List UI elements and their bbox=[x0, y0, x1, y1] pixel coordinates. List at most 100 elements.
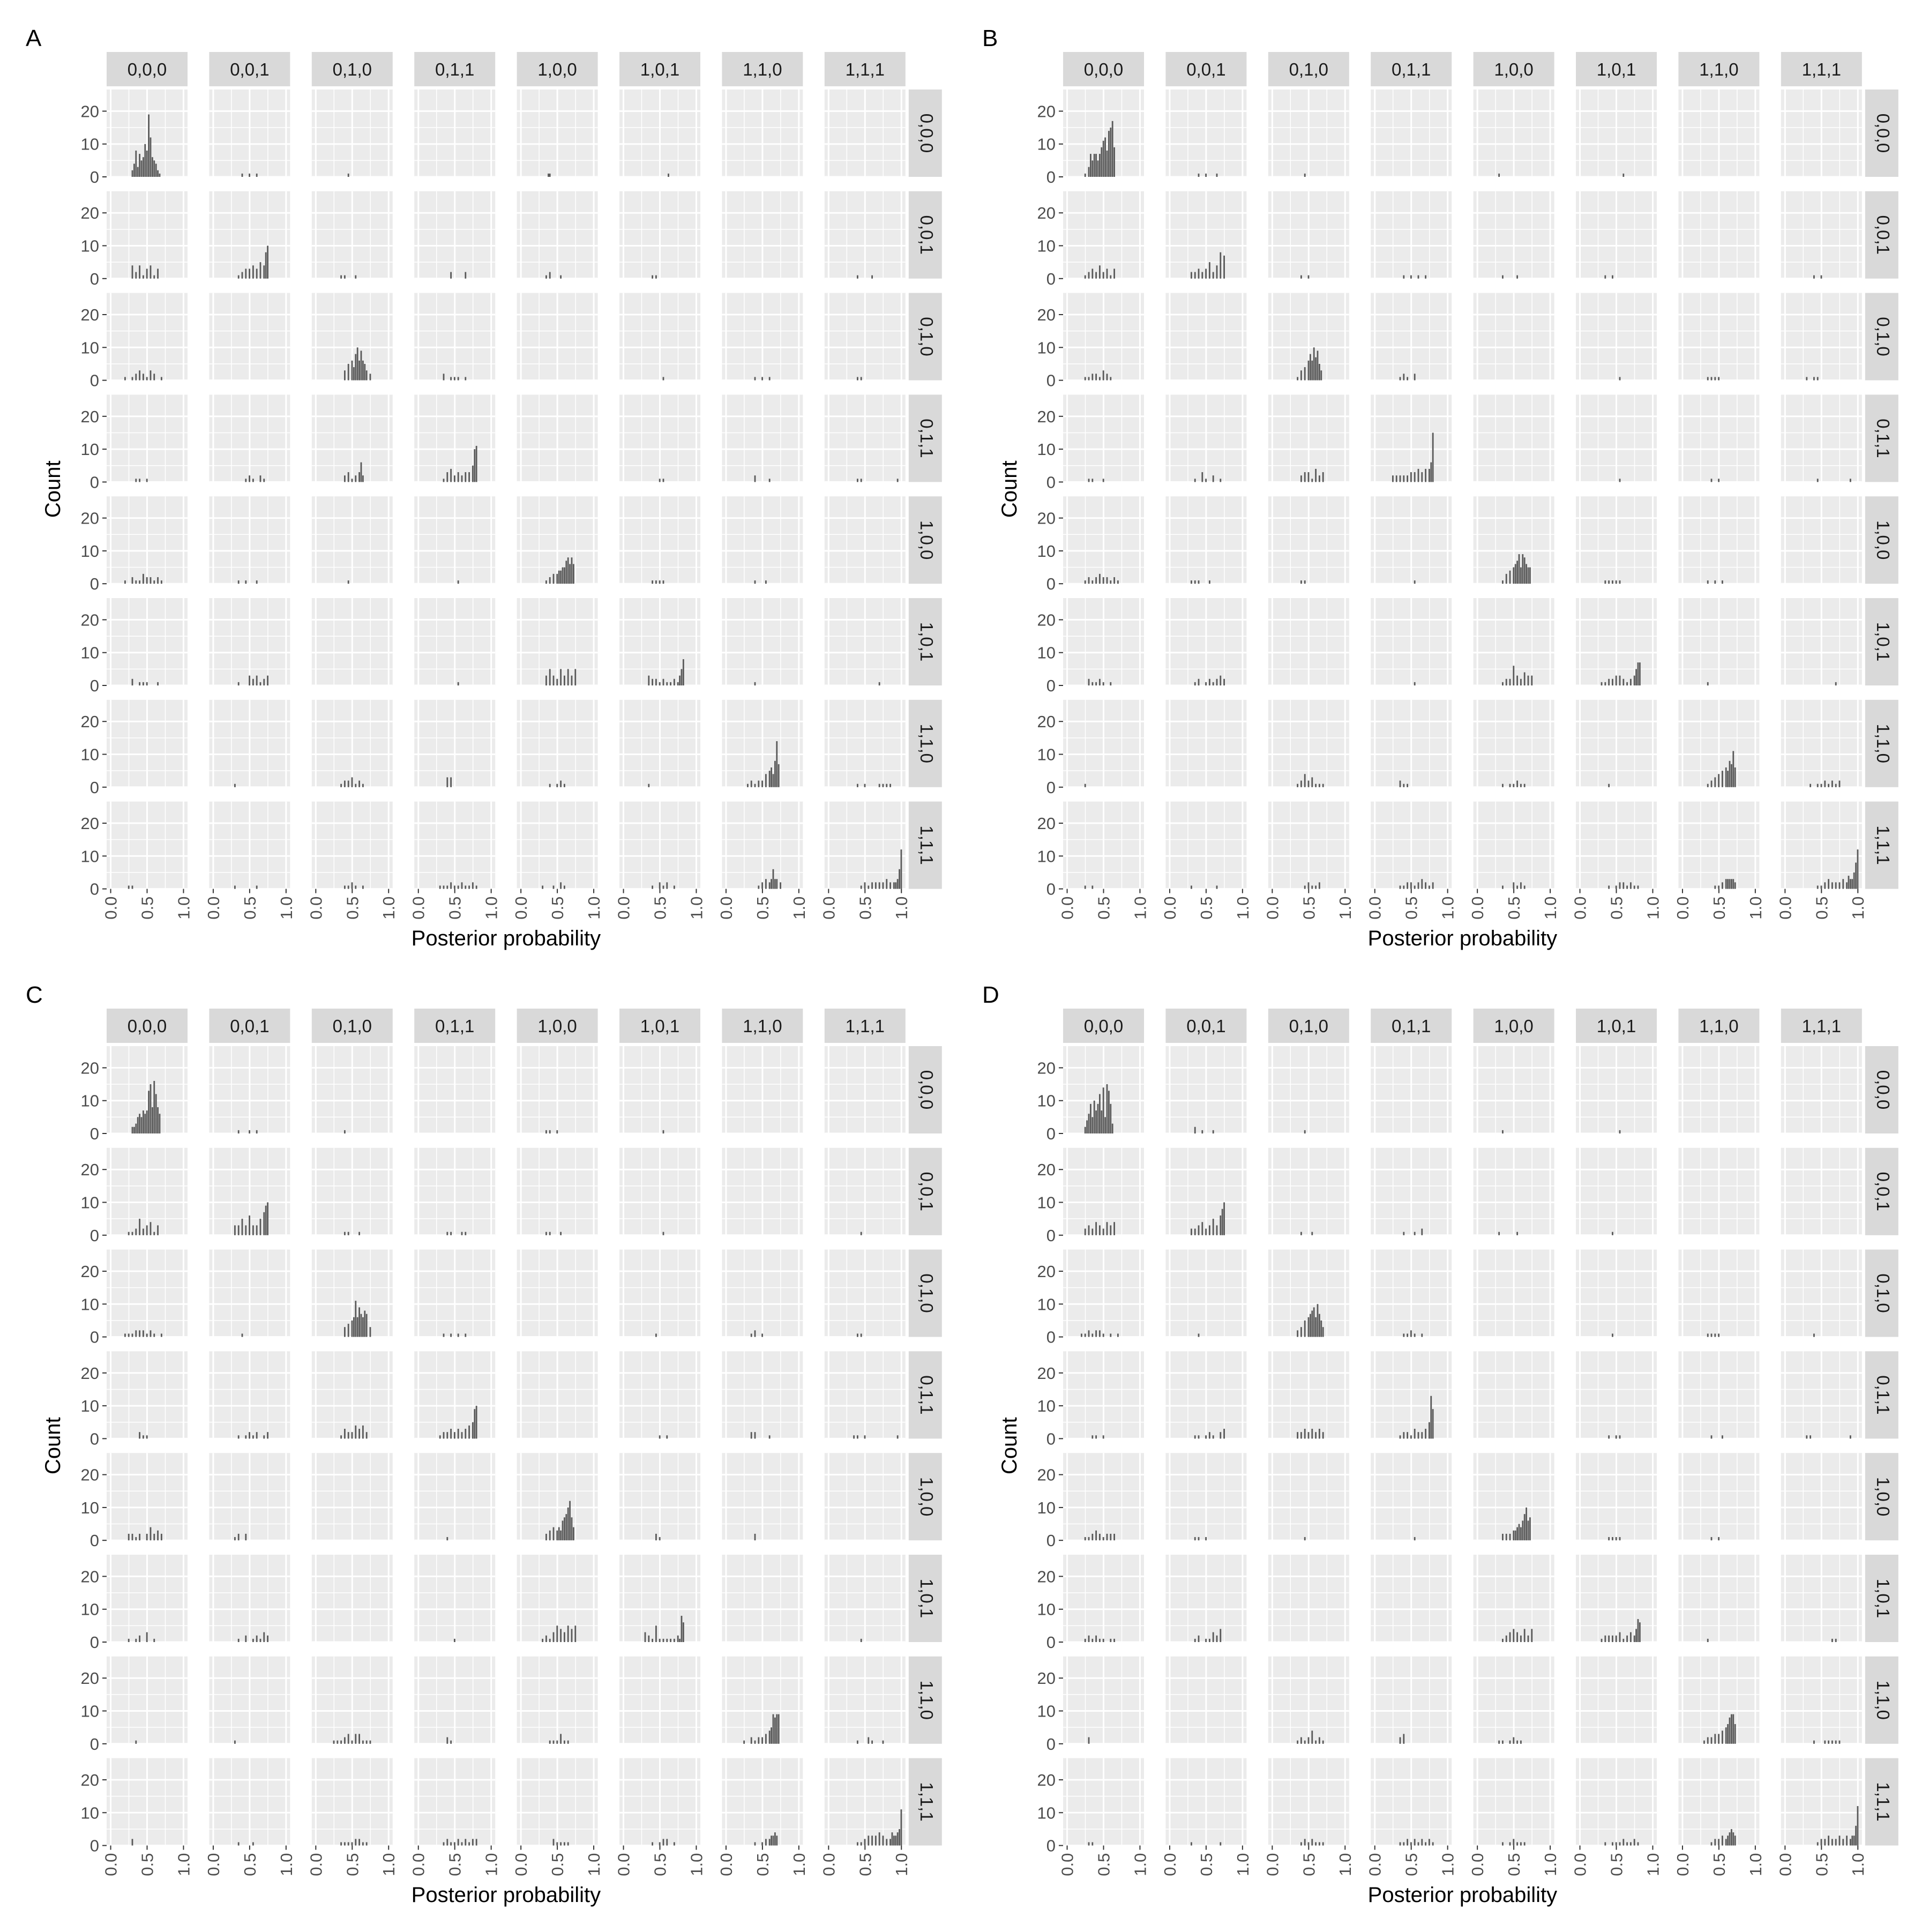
facet-cell bbox=[1678, 496, 1760, 585]
histogram-bar bbox=[1307, 1737, 1310, 1744]
histogram-bar bbox=[1099, 1094, 1101, 1133]
histogram-bar bbox=[1095, 1530, 1097, 1541]
facet-cell bbox=[311, 496, 393, 585]
histogram-bar bbox=[771, 879, 772, 889]
row-strip bbox=[1865, 1453, 1898, 1541]
histogram-bar bbox=[659, 1638, 661, 1642]
histogram-bar bbox=[146, 1110, 148, 1133]
y-tick-label: 0 bbox=[1046, 1531, 1056, 1550]
histogram-bar bbox=[362, 475, 364, 482]
histogram-bar bbox=[761, 780, 763, 787]
column-strip-label: 0,0,0 bbox=[1084, 1016, 1123, 1036]
histogram-bar bbox=[1395, 475, 1397, 482]
column-strip-label: 0,0,1 bbox=[230, 1016, 269, 1036]
facet-cell bbox=[1371, 1555, 1452, 1643]
histogram-bar bbox=[1307, 882, 1310, 889]
row-strip bbox=[1865, 293, 1898, 381]
y-tick-label: 20 bbox=[81, 1669, 99, 1688]
histogram-bar bbox=[340, 784, 342, 787]
row-strip bbox=[908, 1758, 942, 1846]
x-tick-label: 0.0 bbox=[1366, 1853, 1385, 1876]
facet-cell bbox=[1473, 1453, 1554, 1541]
histogram-bar bbox=[1208, 678, 1210, 685]
facet-cell bbox=[414, 89, 496, 178]
histogram-bar bbox=[472, 465, 474, 482]
facet-cell bbox=[517, 1555, 598, 1643]
histogram-bar bbox=[146, 1533, 148, 1541]
histogram-bar bbox=[574, 669, 577, 685]
histogram-bar bbox=[358, 360, 360, 381]
facet-cell bbox=[414, 699, 496, 788]
histogram-bar bbox=[552, 885, 555, 889]
histogram-bar bbox=[857, 1740, 858, 1744]
histogram-bar bbox=[1403, 374, 1405, 381]
histogram-bar bbox=[139, 1219, 141, 1235]
x-tick-label: 0.5 bbox=[548, 1853, 567, 1876]
histogram-bar bbox=[655, 1533, 657, 1541]
y-tick-label: 20 bbox=[81, 1771, 99, 1789]
facet-cell bbox=[1371, 1656, 1452, 1745]
histogram-bar bbox=[1502, 275, 1504, 279]
histogram-bar bbox=[1311, 479, 1313, 482]
histogram-bar bbox=[1516, 885, 1518, 889]
histogram-bar bbox=[465, 885, 467, 889]
histogram-bar bbox=[1194, 682, 1196, 685]
histogram-bar bbox=[351, 360, 353, 381]
histogram-bar bbox=[662, 479, 664, 482]
facet-cell bbox=[414, 1249, 496, 1338]
column-strip-label: 1,0,1 bbox=[640, 1016, 679, 1036]
histogram-bar bbox=[1615, 580, 1617, 584]
histogram-bar bbox=[245, 1435, 247, 1439]
histogram-bar bbox=[249, 675, 250, 685]
row-strip bbox=[908, 1453, 942, 1541]
histogram-bar bbox=[265, 252, 267, 279]
facet-cell bbox=[414, 598, 496, 687]
histogram-bar bbox=[874, 1836, 877, 1846]
x-axis-title: Posterior probability bbox=[412, 1883, 601, 1907]
facet-cell bbox=[414, 1555, 496, 1643]
x-tick-label: 0.0 bbox=[615, 897, 633, 920]
facet-cell bbox=[1473, 1656, 1554, 1745]
histogram-bar bbox=[267, 675, 268, 685]
histogram-bar bbox=[659, 479, 661, 482]
histogram-bar bbox=[1205, 1435, 1207, 1439]
histogram-bar bbox=[652, 1842, 654, 1846]
x-tick-label: 1.0 bbox=[687, 1853, 706, 1876]
histogram-bar bbox=[1300, 1432, 1302, 1439]
facet-cell: 0.0 0.5 1.0 bbox=[1673, 1758, 1765, 1876]
facet-cell bbox=[311, 89, 393, 178]
histogram-bar bbox=[857, 1435, 858, 1439]
y-tick-label: 0 bbox=[90, 473, 99, 491]
histogram-bar bbox=[1106, 1084, 1108, 1133]
histogram-bar bbox=[1703, 1740, 1705, 1744]
histogram-bar bbox=[1322, 784, 1324, 787]
histogram-bar bbox=[252, 265, 254, 279]
histogram-bar bbox=[662, 678, 664, 685]
histogram-bar bbox=[1300, 580, 1302, 584]
histogram-bar bbox=[245, 1635, 247, 1642]
facet-cell: 0.0 0.5 1.0 bbox=[1366, 1758, 1457, 1876]
histogram-bar bbox=[1623, 173, 1625, 177]
x-tick-label: 0.5 bbox=[1299, 1853, 1318, 1876]
histogram-bar bbox=[556, 1625, 558, 1642]
histogram-bar bbox=[1707, 377, 1709, 381]
facet-cell bbox=[1268, 394, 1349, 483]
histogram-bar bbox=[891, 1832, 893, 1846]
histogram-bar bbox=[1526, 564, 1527, 584]
histogram-bar bbox=[128, 1232, 130, 1235]
histogram-bar bbox=[1848, 876, 1850, 889]
histogram-bar bbox=[1417, 1432, 1419, 1439]
facet-cell bbox=[1268, 496, 1349, 585]
column-strip-label: 1,1,0 bbox=[1699, 59, 1738, 79]
histogram-bar bbox=[1813, 275, 1815, 279]
facet-cell bbox=[1371, 1453, 1452, 1541]
histogram-bar bbox=[347, 363, 349, 381]
x-tick-label: 1.0 bbox=[1541, 1853, 1560, 1876]
histogram-bar bbox=[347, 885, 349, 889]
histogram-bar bbox=[149, 1330, 152, 1337]
histogram-bar bbox=[128, 1533, 130, 1541]
histogram-bar bbox=[1857, 1806, 1859, 1846]
histogram-bar bbox=[1721, 1730, 1723, 1744]
